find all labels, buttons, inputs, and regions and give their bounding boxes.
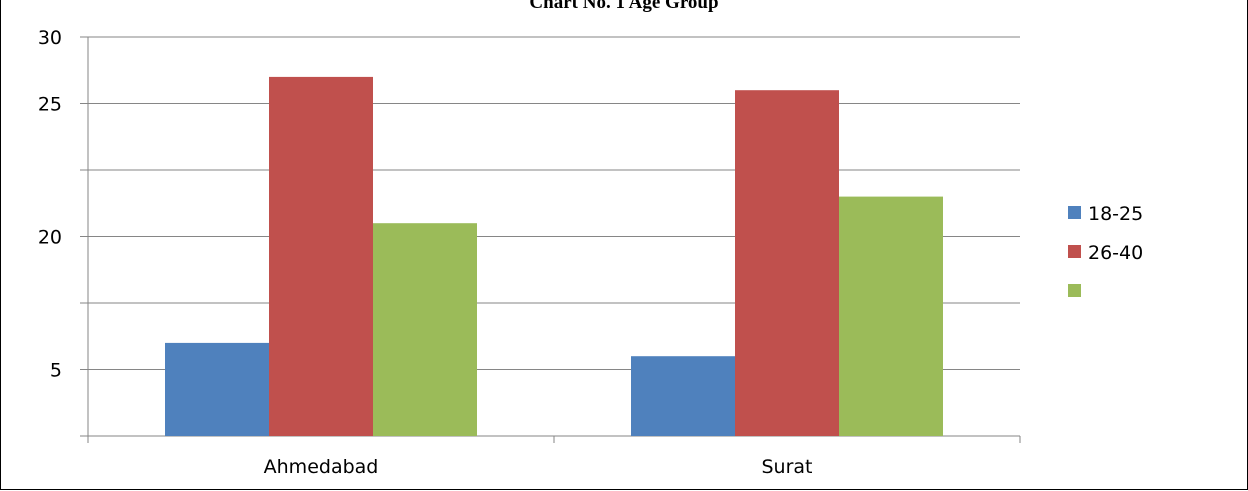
bar-series-3-surat	[839, 196, 943, 436]
bar-26-40-ahmedabad	[269, 76, 373, 437]
legend-swatch	[1068, 245, 1081, 258]
bar-series-3-ahmedabad	[373, 223, 477, 436]
bar-18-25-ahmedabad	[165, 342, 269, 436]
legend: 18-25 26-40	[1068, 203, 1143, 297]
legend-label: 26-40	[1088, 242, 1143, 264]
x-tick-label: Ahmedabad	[264, 456, 379, 478]
y-tick-label: 25	[38, 94, 62, 116]
bar-18-25-surat	[631, 356, 735, 436]
y-tick-label: 30	[38, 27, 62, 49]
tick-labels: 5 20 25 30 Ahmedabad Surat	[38, 27, 813, 478]
y-tick-label: 5	[50, 360, 62, 382]
bars	[165, 76, 943, 437]
chart-title: Chart No. 1 Age Group	[529, 0, 719, 13]
bar-26-40-surat	[735, 90, 839, 436]
legend-swatch	[1068, 206, 1081, 219]
y-tick-label: 20	[38, 227, 62, 249]
x-tick-label: Surat	[761, 456, 812, 478]
legend-label: 18-25	[1088, 203, 1143, 225]
legend-swatch	[1068, 284, 1081, 297]
